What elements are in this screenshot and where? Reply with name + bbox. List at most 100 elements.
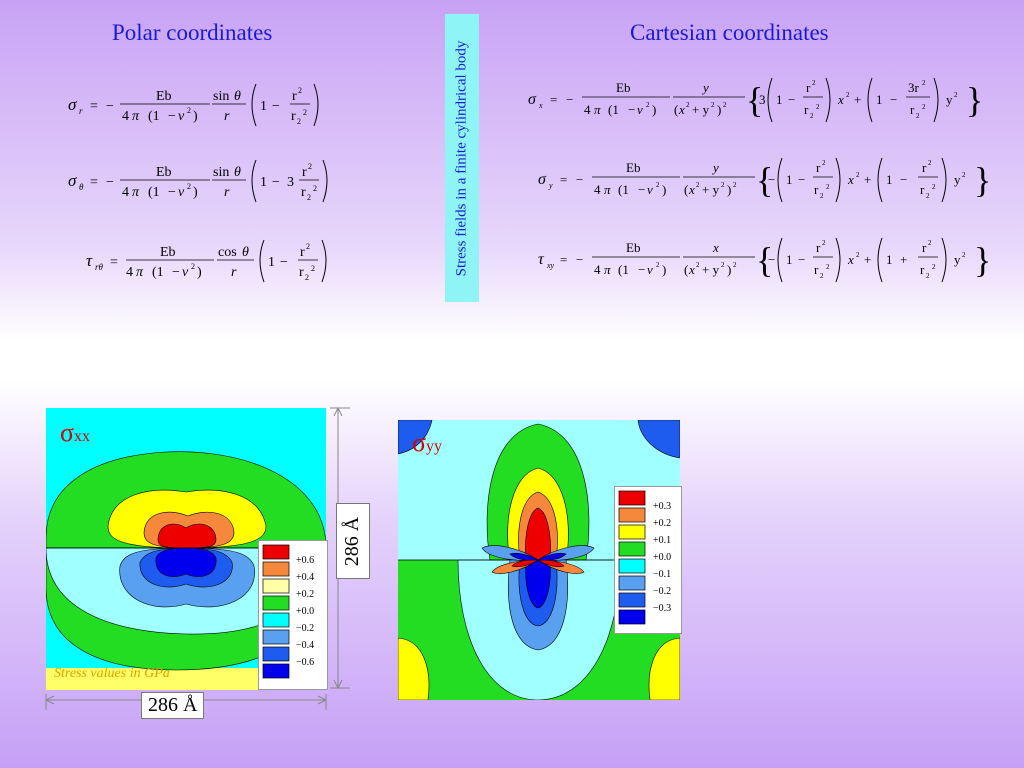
svg-text:y: y (548, 181, 553, 190)
svg-text:x: x (538, 101, 543, 110)
legend-xx-label-0: +0.6 (296, 555, 315, 566)
svg-text:y: y (954, 252, 961, 267)
svg-text:x: x (712, 240, 719, 255)
sigma-yy-symbol: σ (412, 428, 427, 457)
svg-text:1: 1 (886, 252, 893, 267)
svg-text:x: x (847, 172, 854, 187)
stress-values-caption: Stress values in GPa (54, 666, 170, 681)
svg-text:−: − (638, 182, 645, 197)
svg-text:x: x (837, 92, 844, 107)
svg-text:2: 2 (962, 251, 966, 259)
svg-text:): ) (193, 109, 198, 124)
svg-text:2: 2 (962, 171, 966, 179)
svg-text:r: r (806, 80, 811, 95)
svg-text:): ) (662, 182, 666, 197)
legend-xx-label-3: +0.0 (296, 606, 315, 617)
svg-text:2: 2 (820, 192, 824, 200)
svg-text:σ: σ (538, 171, 547, 188)
svg-text:2: 2 (303, 108, 307, 117)
svg-text:r: r (816, 160, 821, 175)
svg-text:(: ( (684, 262, 688, 277)
svg-text:2: 2 (810, 112, 814, 120)
svg-text:r: r (910, 102, 915, 117)
svg-text:−: − (768, 172, 775, 187)
svg-text:Eb: Eb (626, 160, 640, 175)
svg-text:}: } (974, 240, 991, 280)
legend-yy-label-0: +0.3 (653, 501, 672, 512)
svg-text:2: 2 (820, 272, 824, 280)
svg-text:1: 1 (786, 172, 793, 187)
svg-text:−: − (628, 102, 635, 117)
svg-text:2: 2 (733, 261, 737, 269)
legend-yy-label-6: −0.3 (653, 603, 672, 614)
svg-text:ν: ν (647, 182, 653, 197)
stress-fields-banner: Stress fields in a finite cylindrical bo… (445, 14, 479, 302)
dimension-arrows (44, 406, 350, 710)
svg-text:r: r (292, 89, 297, 104)
legend-xx-label-2: +0.2 (296, 589, 315, 600)
vertical-dimension-box: 286 Å (336, 503, 370, 579)
sigma-xx-symbol: σ (60, 418, 75, 447)
svg-text:2: 2 (723, 101, 727, 109)
svg-text:2: 2 (297, 117, 301, 126)
svg-text:θ: θ (234, 165, 241, 180)
svg-text:r: r (922, 240, 927, 255)
legend-yy-label-4: −0.1 (653, 569, 672, 580)
svg-text:r: r (804, 102, 809, 117)
svg-text:−: − (106, 99, 114, 114)
svg-text:Eb: Eb (156, 165, 172, 180)
legend-yy-label-3: +0.0 (653, 552, 672, 563)
svg-text:−: − (788, 92, 795, 107)
svg-text:2: 2 (646, 101, 650, 109)
svg-text:2: 2 (856, 171, 860, 179)
svg-text:2: 2 (721, 181, 725, 189)
svg-text:xy: xy (546, 261, 555, 270)
svg-text:2: 2 (711, 101, 715, 109)
svg-text:2: 2 (822, 159, 826, 167)
svg-text:{: { (756, 160, 773, 200)
svg-text:r: r (224, 109, 230, 124)
svg-text:ν: ν (178, 109, 185, 124)
svg-text:2: 2 (928, 159, 932, 167)
svg-text:3r: 3r (908, 80, 920, 95)
svg-text:r: r (814, 262, 819, 277)
svg-text:{: { (756, 240, 773, 280)
svg-text:2: 2 (954, 91, 958, 99)
svg-text:2: 2 (826, 183, 830, 191)
svg-text:2: 2 (313, 184, 317, 193)
svg-text:): ) (193, 185, 198, 200)
svg-text:r: r (814, 182, 819, 197)
svg-text:1: 1 (876, 92, 883, 107)
svg-text:1: 1 (886, 172, 893, 187)
svg-text:r: r (922, 160, 927, 175)
svg-text:y: y (701, 80, 709, 95)
svg-text:θ: θ (234, 89, 241, 104)
svg-text:ν: ν (647, 262, 653, 277)
legend-xx-label-6: −0.6 (296, 657, 315, 668)
svg-text:(1: (1 (618, 182, 629, 197)
svg-text:): ) (197, 265, 202, 280)
svg-text:+ y: + y (692, 102, 710, 117)
svg-text:r: r (299, 265, 304, 280)
svg-text:r: r (300, 245, 305, 260)
legend-yy-label-2: +0.1 (653, 535, 672, 546)
svg-text:{: { (746, 80, 763, 120)
horizontal-dimension-label: 286 Å (141, 692, 205, 719)
sigma-xx-label: σxx (60, 420, 90, 446)
svg-text:(1: (1 (608, 102, 619, 117)
svg-text:4: 4 (594, 262, 601, 277)
svg-text:−: − (168, 109, 176, 124)
banner-text: Stress fields in a finite cylindrical bo… (453, 40, 470, 276)
svg-text:σ: σ (68, 171, 77, 190)
svg-text:1: 1 (786, 252, 793, 267)
svg-text:=: = (560, 172, 567, 187)
svg-text:2: 2 (922, 79, 926, 87)
svg-text:(1: (1 (148, 109, 160, 124)
svg-text:): ) (662, 262, 666, 277)
svg-text:2: 2 (191, 262, 195, 271)
svg-text:1: 1 (260, 175, 267, 190)
